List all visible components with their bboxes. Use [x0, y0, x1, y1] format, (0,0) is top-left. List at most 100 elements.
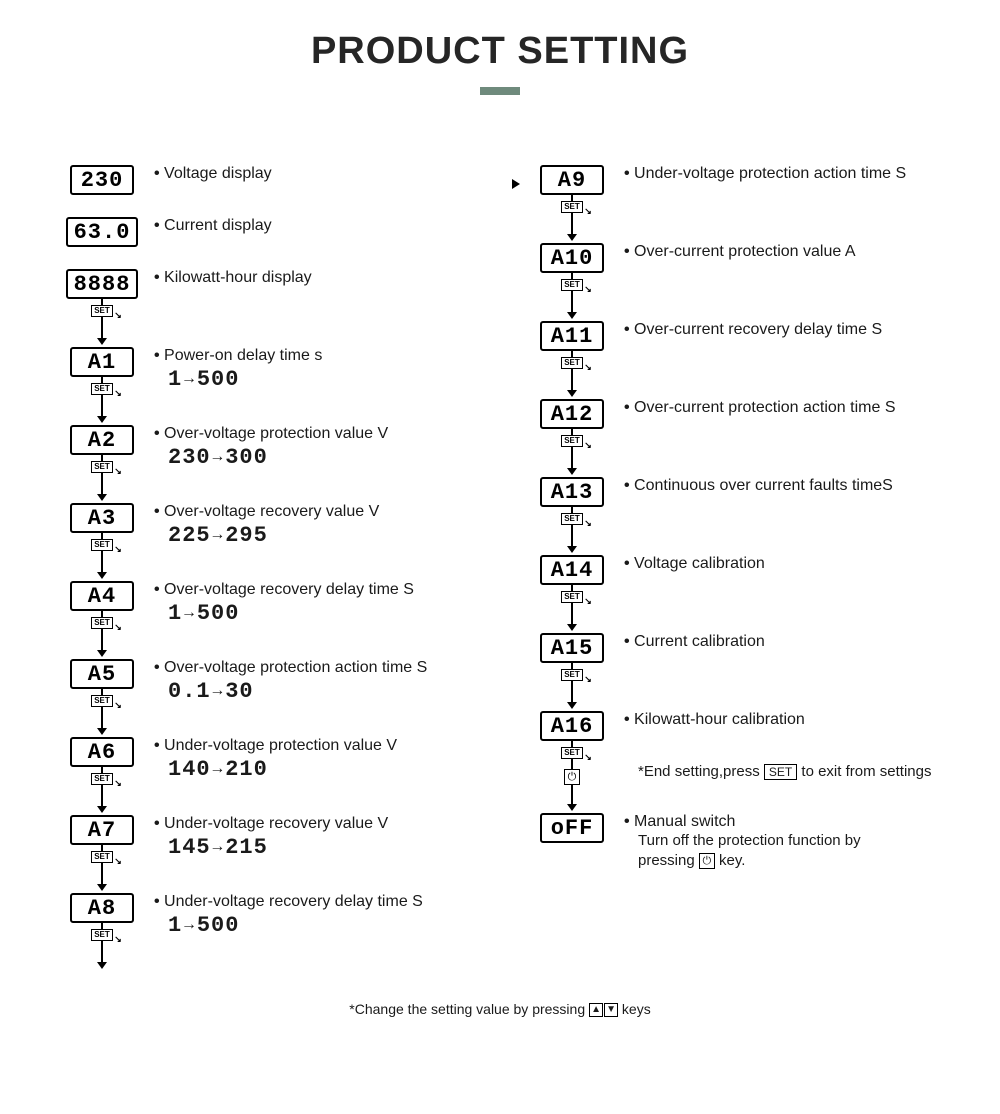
- lcd-display: A13: [540, 477, 604, 507]
- connector: SET: [91, 377, 113, 423]
- arrow-down-icon: [97, 338, 107, 345]
- range-value: 1→500: [154, 367, 470, 392]
- setting-label: Under-voltage recovery value V: [154, 815, 470, 833]
- range-value: 145→215: [154, 835, 470, 860]
- setting-row: A9 SET Under-voltage protection action t…: [530, 165, 940, 241]
- arrow-down-icon: [567, 234, 577, 241]
- connector: SET: [561, 507, 583, 553]
- arrow-down-icon: [97, 962, 107, 969]
- connector: SET: [91, 455, 113, 501]
- power-button-icon: ⏻: [564, 769, 580, 785]
- arrow-down-icon: [567, 702, 577, 709]
- setting-label: Power-on delay time s: [154, 347, 470, 365]
- lcd-display: A14: [540, 555, 604, 585]
- setting-row: 230 Voltage display: [60, 165, 470, 215]
- set-button-icon: SET: [561, 279, 583, 291]
- set-button-icon: SET: [91, 929, 113, 941]
- range-value: 225→295: [154, 523, 470, 548]
- setting-row: 8888 SET Kilowatt-hour display: [60, 269, 470, 345]
- lcd-display: 230: [70, 165, 134, 195]
- setting-row: A4 SET Over-voltage recovery delay time …: [60, 581, 470, 657]
- setting-row: A13 SET Continuous over current faults t…: [530, 477, 940, 553]
- lcd-display: A9: [540, 165, 604, 195]
- set-button-icon: SET: [561, 357, 583, 369]
- lcd-display: A15: [540, 633, 604, 663]
- connector: SET: [91, 923, 113, 969]
- off-description: Turn off the protection function bypress…: [624, 831, 940, 872]
- setting-row: A2 SET Over-voltage protection value V 2…: [60, 425, 470, 501]
- lcd-display: A8: [70, 893, 134, 923]
- setting-row: A11 SET Over-current recovery delay time…: [530, 321, 940, 397]
- connector: SET ⏻: [561, 741, 583, 811]
- setting-label: Kilowatt-hour calibration: [624, 711, 940, 729]
- connector: SET: [91, 845, 113, 891]
- lcd-display: oFF: [540, 813, 604, 843]
- connector: SET: [561, 195, 583, 241]
- connector: SET: [91, 611, 113, 657]
- lcd-display: A1: [70, 347, 134, 377]
- range-value: 140→210: [154, 757, 470, 782]
- setting-row: A10 SET Over-current protection value A: [530, 243, 940, 319]
- down-key-icon: ▼: [604, 1003, 618, 1017]
- arrow-down-icon: [97, 728, 107, 735]
- set-button-icon: SET: [561, 435, 583, 447]
- set-button-icon: SET: [91, 695, 113, 707]
- setting-label: Voltage calibration: [624, 555, 940, 573]
- set-key-icon: SET: [764, 764, 797, 780]
- setting-label: Under-voltage protection action time S: [624, 165, 940, 183]
- arrow-down-icon: [567, 390, 577, 397]
- lcd-display: A16: [540, 711, 604, 741]
- up-key-icon: ▲: [589, 1003, 603, 1017]
- range-value: 0.1→30: [154, 679, 470, 704]
- setting-label: Over-voltage protection action time S: [154, 659, 470, 677]
- lcd-display: A4: [70, 581, 134, 611]
- lcd-display: A11: [540, 321, 604, 351]
- arrow-down-icon: [567, 624, 577, 631]
- setting-label: Current calibration: [624, 633, 940, 651]
- setting-row: A12 SET Over-current protection action t…: [530, 399, 940, 475]
- lcd-display: A6: [70, 737, 134, 767]
- arrow-down-icon: [97, 494, 107, 501]
- setting-row: A7 SET Under-voltage recovery value V 14…: [60, 815, 470, 891]
- lcd-display: 63.0: [66, 217, 139, 247]
- setting-label: Over-current protection action time S: [624, 399, 940, 417]
- arrow-down-icon: [567, 546, 577, 553]
- connector: SET: [91, 299, 113, 345]
- setting-row: A3 SET Over-voltage recovery value V 225…: [60, 503, 470, 579]
- connector: SET: [91, 533, 113, 579]
- setting-row: A15 SET Current calibration: [530, 633, 940, 709]
- lcd-display: A5: [70, 659, 134, 689]
- arrow-down-icon: [567, 468, 577, 475]
- lcd-display: A2: [70, 425, 134, 455]
- arrow-down-icon: [97, 806, 107, 813]
- arrow-down-icon: [567, 312, 577, 319]
- set-button-icon: SET: [561, 747, 583, 759]
- title-underline: [480, 87, 520, 95]
- set-button-icon: SET: [561, 669, 583, 681]
- set-button-icon: SET: [91, 617, 113, 629]
- setting-label: Over-current recovery delay time S: [624, 321, 940, 339]
- set-button-icon: SET: [91, 305, 113, 317]
- right-column: A9 SET Under-voltage protection action t…: [530, 165, 940, 971]
- setting-row: oFF Manual switch Turn off the protectio…: [530, 813, 940, 872]
- set-button-icon: SET: [91, 539, 113, 551]
- range-value: 1→500: [154, 601, 470, 626]
- setting-label: Voltage display: [154, 165, 470, 183]
- setting-label: Under-voltage recovery delay time S: [154, 893, 470, 911]
- arrow-down-icon: [97, 884, 107, 891]
- end-setting-note: *End setting,press SET to exit from sett…: [624, 763, 940, 780]
- page-title: PRODUCT SETTING: [60, 30, 940, 73]
- lcd-display: A12: [540, 399, 604, 429]
- setting-label: Over-voltage recovery delay time S: [154, 581, 470, 599]
- setting-label: Under-voltage protection value V: [154, 737, 470, 755]
- footnote-post: keys: [622, 1001, 651, 1017]
- connector: SET: [91, 689, 113, 735]
- connector: SET: [561, 585, 583, 631]
- connector: SET: [561, 351, 583, 397]
- set-button-icon: SET: [91, 851, 113, 863]
- connector: SET: [561, 273, 583, 319]
- lcd-display: A10: [540, 243, 604, 273]
- setting-label: Continuous over current faults timeS: [624, 477, 940, 495]
- set-button-icon: SET: [561, 591, 583, 603]
- connector: SET: [91, 767, 113, 813]
